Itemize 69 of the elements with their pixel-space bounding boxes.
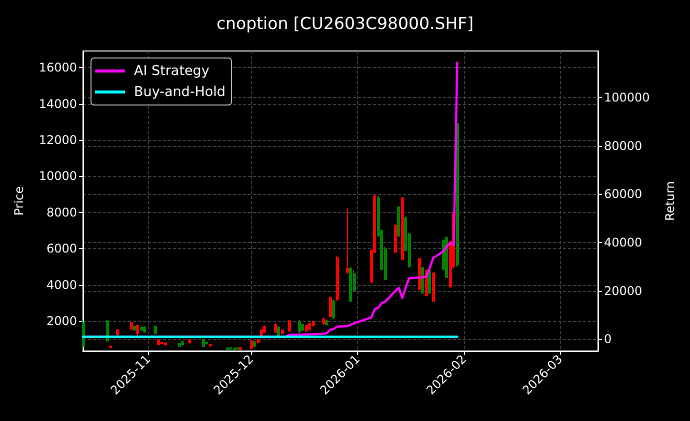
- y2-tick-label: 80000: [604, 138, 642, 153]
- candlestick: [274, 323, 277, 334]
- y-tick-label: 6000: [46, 242, 77, 256]
- y-tick-label: 4000: [46, 278, 77, 292]
- candlestick: [432, 272, 435, 302]
- candlestick: [329, 296, 332, 318]
- candlestick: [346, 207, 349, 274]
- candlestick: [263, 324, 266, 334]
- candlestick: [233, 347, 236, 350]
- y-tick-label: 16000: [38, 60, 77, 75]
- candlestick: [418, 257, 421, 290]
- y2-axis-title: Return: [663, 181, 677, 221]
- candlestick: [325, 320, 328, 326]
- y-tick-label: 2000: [46, 314, 77, 328]
- candlestick: [332, 298, 335, 320]
- candlestick: [281, 328, 284, 336]
- y2-tick-label: 100000: [604, 90, 650, 105]
- candlestick: [109, 344, 112, 349]
- candlestick: [202, 338, 205, 348]
- candlestick: [82, 320, 85, 350]
- candlestick: [305, 324, 308, 332]
- candlestick: [250, 339, 253, 350]
- candlestick: [164, 342, 167, 346]
- candlestick: [130, 321, 133, 331]
- chart-title: cnoption [CU2603C98000.SHF]: [216, 14, 474, 33]
- candlestick: [253, 340, 256, 348]
- candlestick: [428, 269, 431, 294]
- candlestick: [140, 326, 143, 332]
- candlestick: [349, 266, 352, 302]
- candlestick: [136, 324, 139, 336]
- y-tick-label: 8000: [46, 205, 77, 220]
- candlestick: [401, 197, 404, 260]
- candlestick: [133, 324, 136, 332]
- y-tick-label: 14000: [38, 96, 77, 111]
- candlestick: [236, 346, 239, 350]
- legend-label: Buy-and-Hold: [134, 84, 226, 100]
- candlestick: [229, 346, 232, 350]
- y2-tick-label: 20000: [604, 284, 642, 298]
- candlestick: [336, 256, 339, 302]
- candlestick: [160, 341, 163, 345]
- candlestick: [312, 320, 315, 327]
- y-tick-label: 10000: [38, 169, 77, 184]
- candlestick: [116, 328, 119, 336]
- candlestick: [394, 224, 397, 254]
- candlestick: [205, 341, 208, 345]
- candlestick: [181, 340, 184, 346]
- candlestick: [301, 323, 304, 332]
- candlestick: [157, 338, 160, 346]
- candlestick: [445, 236, 448, 278]
- candlestick: [143, 326, 146, 334]
- candlestick: [178, 342, 181, 348]
- candlestick: [154, 324, 157, 336]
- y2-tick-label: 0: [604, 332, 612, 346]
- candlestick: [257, 338, 260, 344]
- candlestick: [397, 206, 400, 238]
- legend-label: AI Strategy: [134, 63, 210, 79]
- candlestick: [239, 346, 242, 350]
- candlestick: [308, 322, 311, 331]
- candlestick: [226, 346, 229, 350]
- candlestick: [421, 266, 424, 294]
- candlestick: [322, 316, 325, 326]
- candlestick: [188, 338, 191, 344]
- candlestick: [288, 320, 291, 332]
- candlestick: [298, 320, 301, 334]
- candlestick: [209, 344, 212, 347]
- y-axis-title: Price: [12, 186, 26, 216]
- y2-tick-label: 60000: [604, 187, 642, 202]
- y-tick-label: 12000: [38, 133, 77, 148]
- y2-tick-label: 40000: [604, 236, 642, 250]
